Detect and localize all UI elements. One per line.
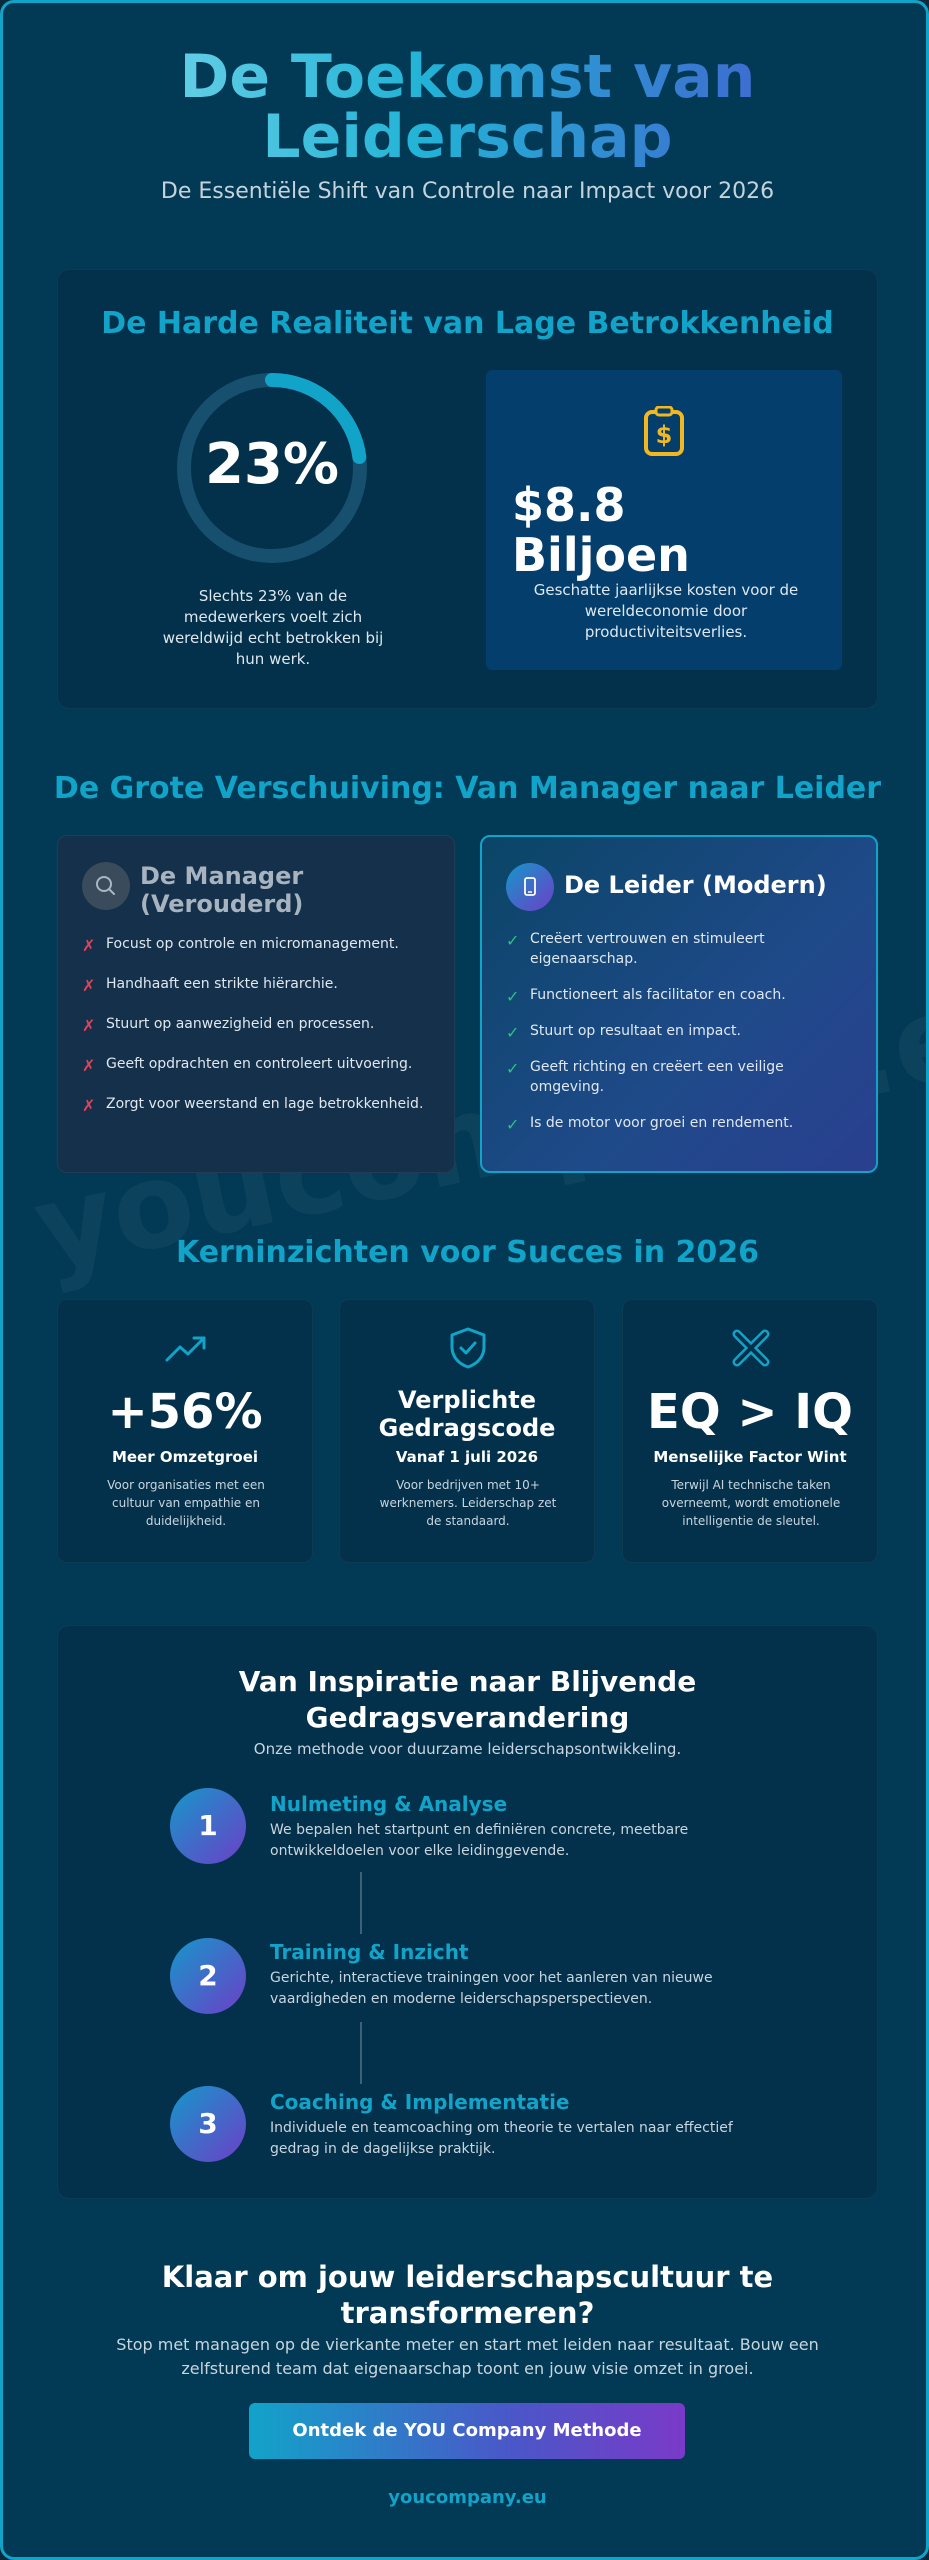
list-item: ✓ Stuurt op resultaat en impact.: [506, 1021, 861, 1042]
dollar-icon: $: [644, 406, 684, 456]
cross-mark-icon: ✗: [82, 1056, 96, 1075]
reality-title: De Harde Realiteit van Lage Betrokkenhei…: [101, 306, 834, 341]
cost-value: $8.8 Biljoen: [512, 480, 690, 580]
cost-value-line1: $8.8: [512, 478, 626, 532]
list-item: ✓ Functioneert als facilitator en coach.: [506, 985, 861, 1006]
step-description: Gerichte, interactieve trainingen voor h…: [270, 1970, 713, 2007]
insight-card-revenue: +56% Meer Omzetgroei Voor organisaties m…: [57, 1299, 313, 1563]
leader-column: De Leider (Modern) ✓ Creëert vertrouwen e…: [480, 835, 878, 1173]
insights-title: Kerninzichten voor Succes in 2026: [175, 1235, 759, 1270]
list-item-text: Functioneert als facilitator en coach.: [530, 987, 786, 1003]
page-title: De Toekomst van Leiderschap: [3, 42, 926, 172]
list-item: ✗ Zorgt voor weerstand en lage betrokkenh…: [82, 1094, 437, 1115]
step-connector: [360, 1872, 362, 1934]
insight-description: Terwijl AI technische taken overneemt, w…: [661, 1478, 841, 1528]
list-item: ✗ Geeft opdrachten en controleert uitvoer…: [82, 1054, 437, 1075]
cross-icon: [732, 1329, 770, 1367]
list-item-text: Geeft richting en creëert een veilige om…: [530, 1059, 784, 1095]
step-connector: [360, 2022, 362, 2084]
manager-title-line2: (Verouderd): [140, 890, 304, 918]
check-mark-icon: ✓: [506, 1059, 520, 1078]
step-number: 2: [170, 1938, 246, 2014]
cost-description: Geschatte jaarlijkse kosten voor de were…: [533, 581, 799, 641]
leader-list: ✓ Creëert vertrouwen en stimuleert eigena…: [506, 929, 861, 1149]
shift-title: De Grote Verschuiving: Van Manager naar …: [53, 771, 882, 806]
list-item: ✗ Handhaaft een strikte hiërarchie.: [82, 974, 437, 995]
list-item: ✓ Creëert vertrouwen en stimuleert eigena…: [506, 929, 861, 969]
cross-mark-icon: ✗: [82, 1096, 96, 1115]
method-card: Van Inspiratie naar Blijvende Gedragsver…: [57, 1625, 878, 2199]
svg-text:$: $: [656, 421, 673, 449]
engagement-ring-progress: [177, 373, 367, 563]
cost-box: $ $8.8 Biljoen Geschatte jaarlijkse kost…: [486, 370, 842, 670]
step-description: Individuele en teamcoaching om theorie t…: [270, 2120, 733, 2157]
cta-description: Stop met managen op de vierkante meter e…: [116, 2335, 819, 2378]
list-item: ✓ Geeft richting en creëert een veilige o…: [506, 1057, 861, 1097]
insight-big-value: EQ > IQ: [647, 1384, 853, 1440]
method-subtitle: Onze methode voor duurzame leiderschapso…: [253, 1740, 682, 1758]
cross-mark-icon: ✗: [82, 976, 96, 995]
step-title: Training & Inzicht: [270, 1940, 469, 1964]
check-mark-icon: ✓: [506, 987, 520, 1006]
cta-title: Klaar om jouw leiderschapscultuur te tra…: [3, 2259, 926, 2331]
engagement-description: Slechts 23% van de medewerkers voelt zic…: [162, 587, 384, 668]
list-item-text: Stuurt op resultaat en impact.: [530, 1023, 741, 1039]
cross-mark-icon: ✗: [82, 1016, 96, 1035]
insight-description: Voor bedrijven met 10+ werknemers. Leide…: [379, 1478, 557, 1528]
list-item-text: Creëert vertrouwen en stimuleert eigenaa…: [530, 931, 765, 967]
reality-card: De Harde Realiteit van Lage Betrokkenhei…: [57, 269, 878, 709]
list-item-text: Zorgt voor weerstand en lage betrokkenhe…: [106, 1096, 424, 1112]
step-title: Nulmeting & Analyse: [270, 1792, 508, 1816]
engagement-percent: 23%: [204, 432, 340, 497]
insight-big-value: Verplichte Gedragscode: [340, 1386, 594, 1442]
cta-title-line1: Klaar om jouw leiderschapscultuur te: [161, 2260, 774, 2294]
insight-card-code: Verplichte Gedragscode Vanaf 1 juli 2026…: [339, 1299, 595, 1563]
insight-description: Voor organisaties met een cultuur van em…: [107, 1478, 265, 1528]
shield-check-icon: [450, 1327, 486, 1369]
mobile-icon: [506, 863, 554, 911]
manager-column: De Manager (Verouderd) ✗ Focust op contro…: [57, 835, 455, 1173]
cta-button[interactable]: Ontdek de YOU Company Methode: [249, 2403, 685, 2459]
engagement-ring: [177, 373, 367, 563]
list-item-text: Focust op controle en micromanagement.: [106, 936, 399, 952]
insight-big-value: +56%: [107, 1384, 263, 1440]
insight-subtitle: Menselijke Factor Wint: [653, 1448, 847, 1466]
insight-big-line2: Gedragscode: [378, 1414, 556, 1442]
page-subtitle: De Essentiële Shift van Controle naar Im…: [160, 179, 775, 204]
method-title-line1: Van Inspiratie naar Blijvende: [238, 1665, 697, 1698]
trending-up-icon: [165, 1336, 206, 1362]
step-number: 1: [170, 1788, 246, 1864]
manager-list: ✗ Focust op controle en micromanagement. …: [82, 934, 437, 1134]
footer-brand-link[interactable]: youcompany.eu: [388, 2487, 547, 2508]
manager-title-line1: De Manager: [140, 862, 304, 890]
manager-title: De Manager (Verouderd): [140, 862, 303, 918]
cta-title-line2: transformeren?: [340, 2296, 595, 2330]
step-title: Coaching & Implementatie: [270, 2090, 570, 2114]
list-item: ✗ Stuurt op aanwezigheid en processen.: [82, 1014, 437, 1035]
insight-subtitle: Vanaf 1 juli 2026: [395, 1448, 539, 1466]
method-title: Van Inspiratie naar Blijvende Gedragsver…: [58, 1664, 877, 1736]
method-title-line2: Gedragsverandering: [305, 1701, 630, 1734]
check-mark-icon: ✓: [506, 1023, 520, 1042]
step-description: We bepalen het startpunt en definiëren c…: [270, 1822, 689, 1859]
list-item: ✓ Is de motor voor groei en rendement.: [506, 1113, 861, 1134]
cross-mark-icon: ✗: [82, 936, 96, 955]
step-number: 3: [170, 2086, 246, 2162]
cost-value-line2: Biljoen: [512, 528, 690, 582]
insight-card-eq: EQ > IQ Menselijke Factor Wint Terwijl A…: [622, 1299, 878, 1563]
list-item-text: Stuurt op aanwezigheid en processen.: [106, 1016, 375, 1032]
page-title-line2: Leiderschap: [262, 102, 673, 172]
insight-big-line1: Verplichte: [397, 1386, 537, 1414]
list-item-text: Geeft opdrachten en controleert uitvoeri…: [106, 1056, 413, 1072]
list-item: ✗ Focust op controle en micromanagement.: [82, 934, 437, 955]
check-mark-icon: ✓: [506, 1115, 520, 1134]
insight-subtitle: Meer Omzetgroei: [111, 1448, 259, 1466]
list-item-text: Is de motor voor groei en rendement.: [530, 1115, 794, 1131]
page-title-line1: De Toekomst van: [179, 42, 756, 112]
list-item-text: Handhaaft een strikte hiërarchie.: [106, 976, 338, 992]
leader-title: De Leider (Modern): [564, 871, 827, 899]
search-icon: [82, 862, 130, 910]
check-mark-icon: ✓: [506, 931, 520, 950]
